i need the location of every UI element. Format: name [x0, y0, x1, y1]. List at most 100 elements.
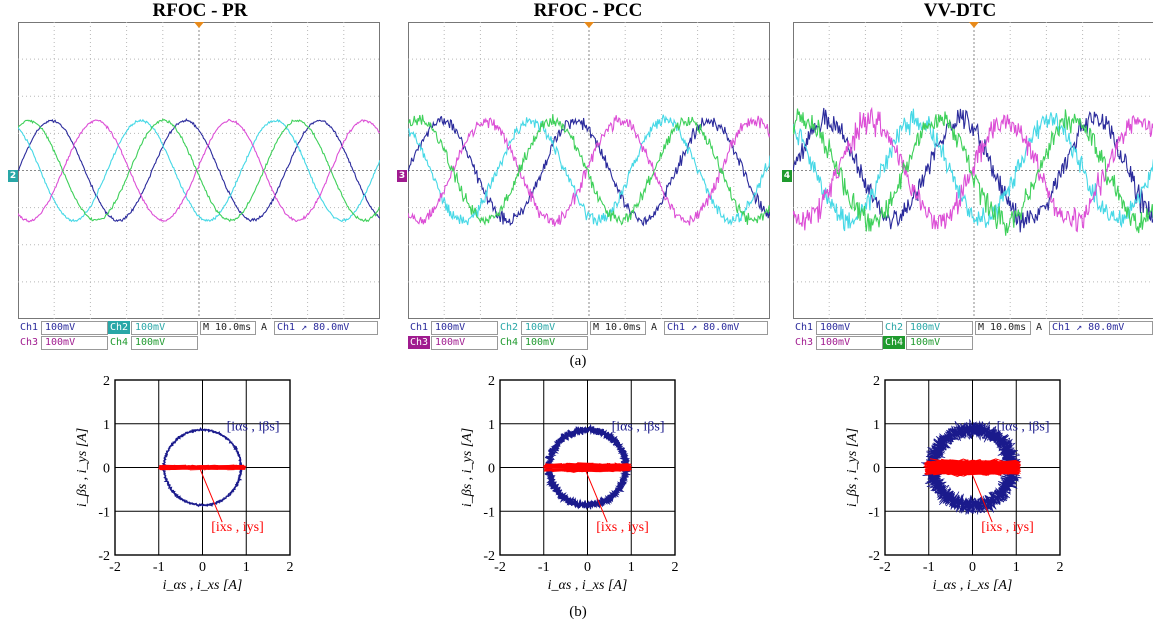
y-tick-label: 0	[873, 462, 880, 477]
ch4-label: Ch4	[883, 336, 905, 349]
xy-trajectory	[923, 458, 1022, 478]
y-tick-label: -2	[868, 549, 880, 564]
trigger-mode: A	[651, 322, 658, 333]
y-tick-label: 2	[873, 374, 880, 389]
scope-title-3: VV-DTC	[923, 0, 997, 21]
trigger-position-icon	[194, 22, 204, 28]
ch2-scale: 100mV	[131, 321, 198, 335]
scope-title-1: RFOC - PR	[152, 0, 248, 21]
xy-plot-3: -2 -1 0 1 2 -2 -1 0 1 2 [iαs , iβs] [ixs , iys] i_αs…	[845, 374, 1064, 593]
y-axis-label: i_βs , i_ys [A]	[460, 428, 475, 507]
scope-panel-2	[407, 22, 771, 319]
ch2-label: Ch2	[108, 321, 130, 334]
alpha-beta-label: [iαs , iβs]	[227, 419, 280, 434]
y-axis-label: i_βs , i_ys [A]	[845, 428, 860, 507]
ch4-scale: 100mV	[131, 336, 198, 350]
scope-grid	[408, 22, 770, 319]
x-tick-label: 1	[1013, 560, 1020, 575]
plot-frame	[884, 379, 1061, 556]
y-tick-label: -1	[98, 505, 110, 520]
x-tick-label: 0	[584, 560, 591, 575]
y-tick-label: 1	[873, 418, 880, 433]
scope-panel-1	[17, 22, 381, 319]
ch4-label: Ch4	[499, 337, 519, 348]
caption-b: (b)	[569, 604, 587, 620]
scope-readout: Ch1 100mV Ch2 100mV Ch3 100mV Ch4 100mV M 10.0ms…	[408, 321, 770, 351]
ch3-scale: 100mV	[41, 336, 108, 350]
scope-readout: Ch1 100mV Ch2 100mV Ch3 100mV Ch4 100mV M 10.0ms…	[18, 321, 380, 351]
waveform-ch4	[407, 114, 771, 226]
ch3-label: Ch3	[794, 337, 814, 348]
y-tick-label: -1	[483, 505, 495, 520]
xy-label: [ixs , iys]	[211, 520, 264, 535]
ch4-label: Ch4	[109, 337, 129, 348]
trigger-readout: Ch1 ↗ 80.0mV	[1049, 321, 1153, 335]
trigger-mode: A	[1036, 322, 1043, 333]
timebase-readout: M 10.0ms	[975, 321, 1031, 335]
x-tick-label: -1	[923, 560, 935, 575]
x-axis-label: i_αs , i_xs [A]	[548, 578, 628, 593]
scope-panel-3	[792, 22, 1153, 319]
ch1-scale: 100mV	[431, 321, 498, 335]
y-tick-label: 1	[103, 418, 110, 433]
scope-plot-1	[17, 22, 381, 319]
scope-plot-3	[792, 22, 1153, 319]
xy-plot-2: -2 -1 0 1 2 -2 -1 0 1 2 [iαs , iβs] [ixs , iys] i_αs…	[460, 374, 679, 593]
x-tick-label: -2	[494, 560, 506, 575]
x-tick-label: 2	[672, 560, 679, 575]
trigger-readout: Ch1 ↗ 80.0mV	[664, 321, 768, 335]
trigger-mode: A	[261, 322, 268, 333]
scope-title-2: RFOC - PCC	[533, 0, 643, 21]
x-tick-label: 1	[243, 560, 250, 575]
ch1-scale: 100mV	[41, 321, 108, 335]
ch1-label: Ch1	[794, 322, 814, 333]
channel-ref-marker: 3	[397, 170, 407, 182]
caption-a: (a)	[569, 353, 587, 369]
x-tick-label: 2	[1057, 560, 1064, 575]
ch2-label: Ch2	[884, 322, 904, 333]
timebase-readout: M 10.0ms	[590, 321, 646, 335]
ch1-label: Ch1	[19, 322, 39, 333]
x-tick-label: -1	[153, 560, 165, 575]
xy-label: [ixs , iys]	[596, 520, 649, 535]
y-tick-label: 0	[103, 462, 110, 477]
trigger-position-icon	[969, 22, 979, 28]
waveform-ch2	[792, 108, 1153, 232]
alpha-beta-label: [iαs , iβs]	[612, 419, 665, 434]
waveform-ch3	[17, 118, 380, 223]
waveform-ch4	[792, 108, 1153, 236]
xy-trajectory	[157, 464, 247, 471]
scope-grid	[18, 22, 380, 319]
x-axis-label: i_αs , i_xs [A]	[163, 578, 243, 593]
x-tick-label: -2	[879, 560, 891, 575]
plot-frame	[499, 379, 676, 556]
ch3-label: Ch3	[19, 337, 39, 348]
x-tick-label: -2	[109, 560, 121, 575]
waveform-ch3	[407, 115, 771, 227]
ch4-scale: 100mV	[906, 336, 973, 350]
y-tick-label: 1	[488, 418, 495, 433]
waveform-ch1	[792, 107, 1153, 233]
scope-readout: Ch1 100mV Ch2 100mV Ch3 100mV Ch4 100mV M 10.0ms…	[793, 321, 1153, 351]
ch4-scale: 100mV	[521, 336, 588, 350]
scope-plot-2	[407, 22, 771, 319]
xy-label-leader	[199, 469, 223, 523]
ch1-scale: 100mV	[816, 321, 883, 335]
xy-label: [ixs , iys]	[981, 520, 1034, 535]
ch3-scale: 100mV	[431, 336, 498, 350]
ch2-label: Ch2	[499, 322, 519, 333]
waveform-ch1	[407, 115, 771, 227]
y-axis-label: i_βs , i_ys [A]	[75, 428, 90, 507]
y-tick-label: -1	[868, 505, 880, 520]
plot-frame	[114, 379, 291, 556]
ch3-label: Ch3	[408, 336, 430, 349]
x-tick-label: 1	[628, 560, 635, 575]
x-tick-label: 0	[969, 560, 976, 575]
alpha-beta-label: [iαs , iβs]	[997, 419, 1050, 434]
y-tick-label: 2	[488, 374, 495, 389]
y-tick-label: -2	[483, 549, 495, 564]
waveform-ch4	[17, 118, 381, 223]
xy-label-leader	[969, 469, 993, 523]
y-tick-label: -2	[98, 549, 110, 564]
waveform-ch1	[17, 117, 381, 223]
